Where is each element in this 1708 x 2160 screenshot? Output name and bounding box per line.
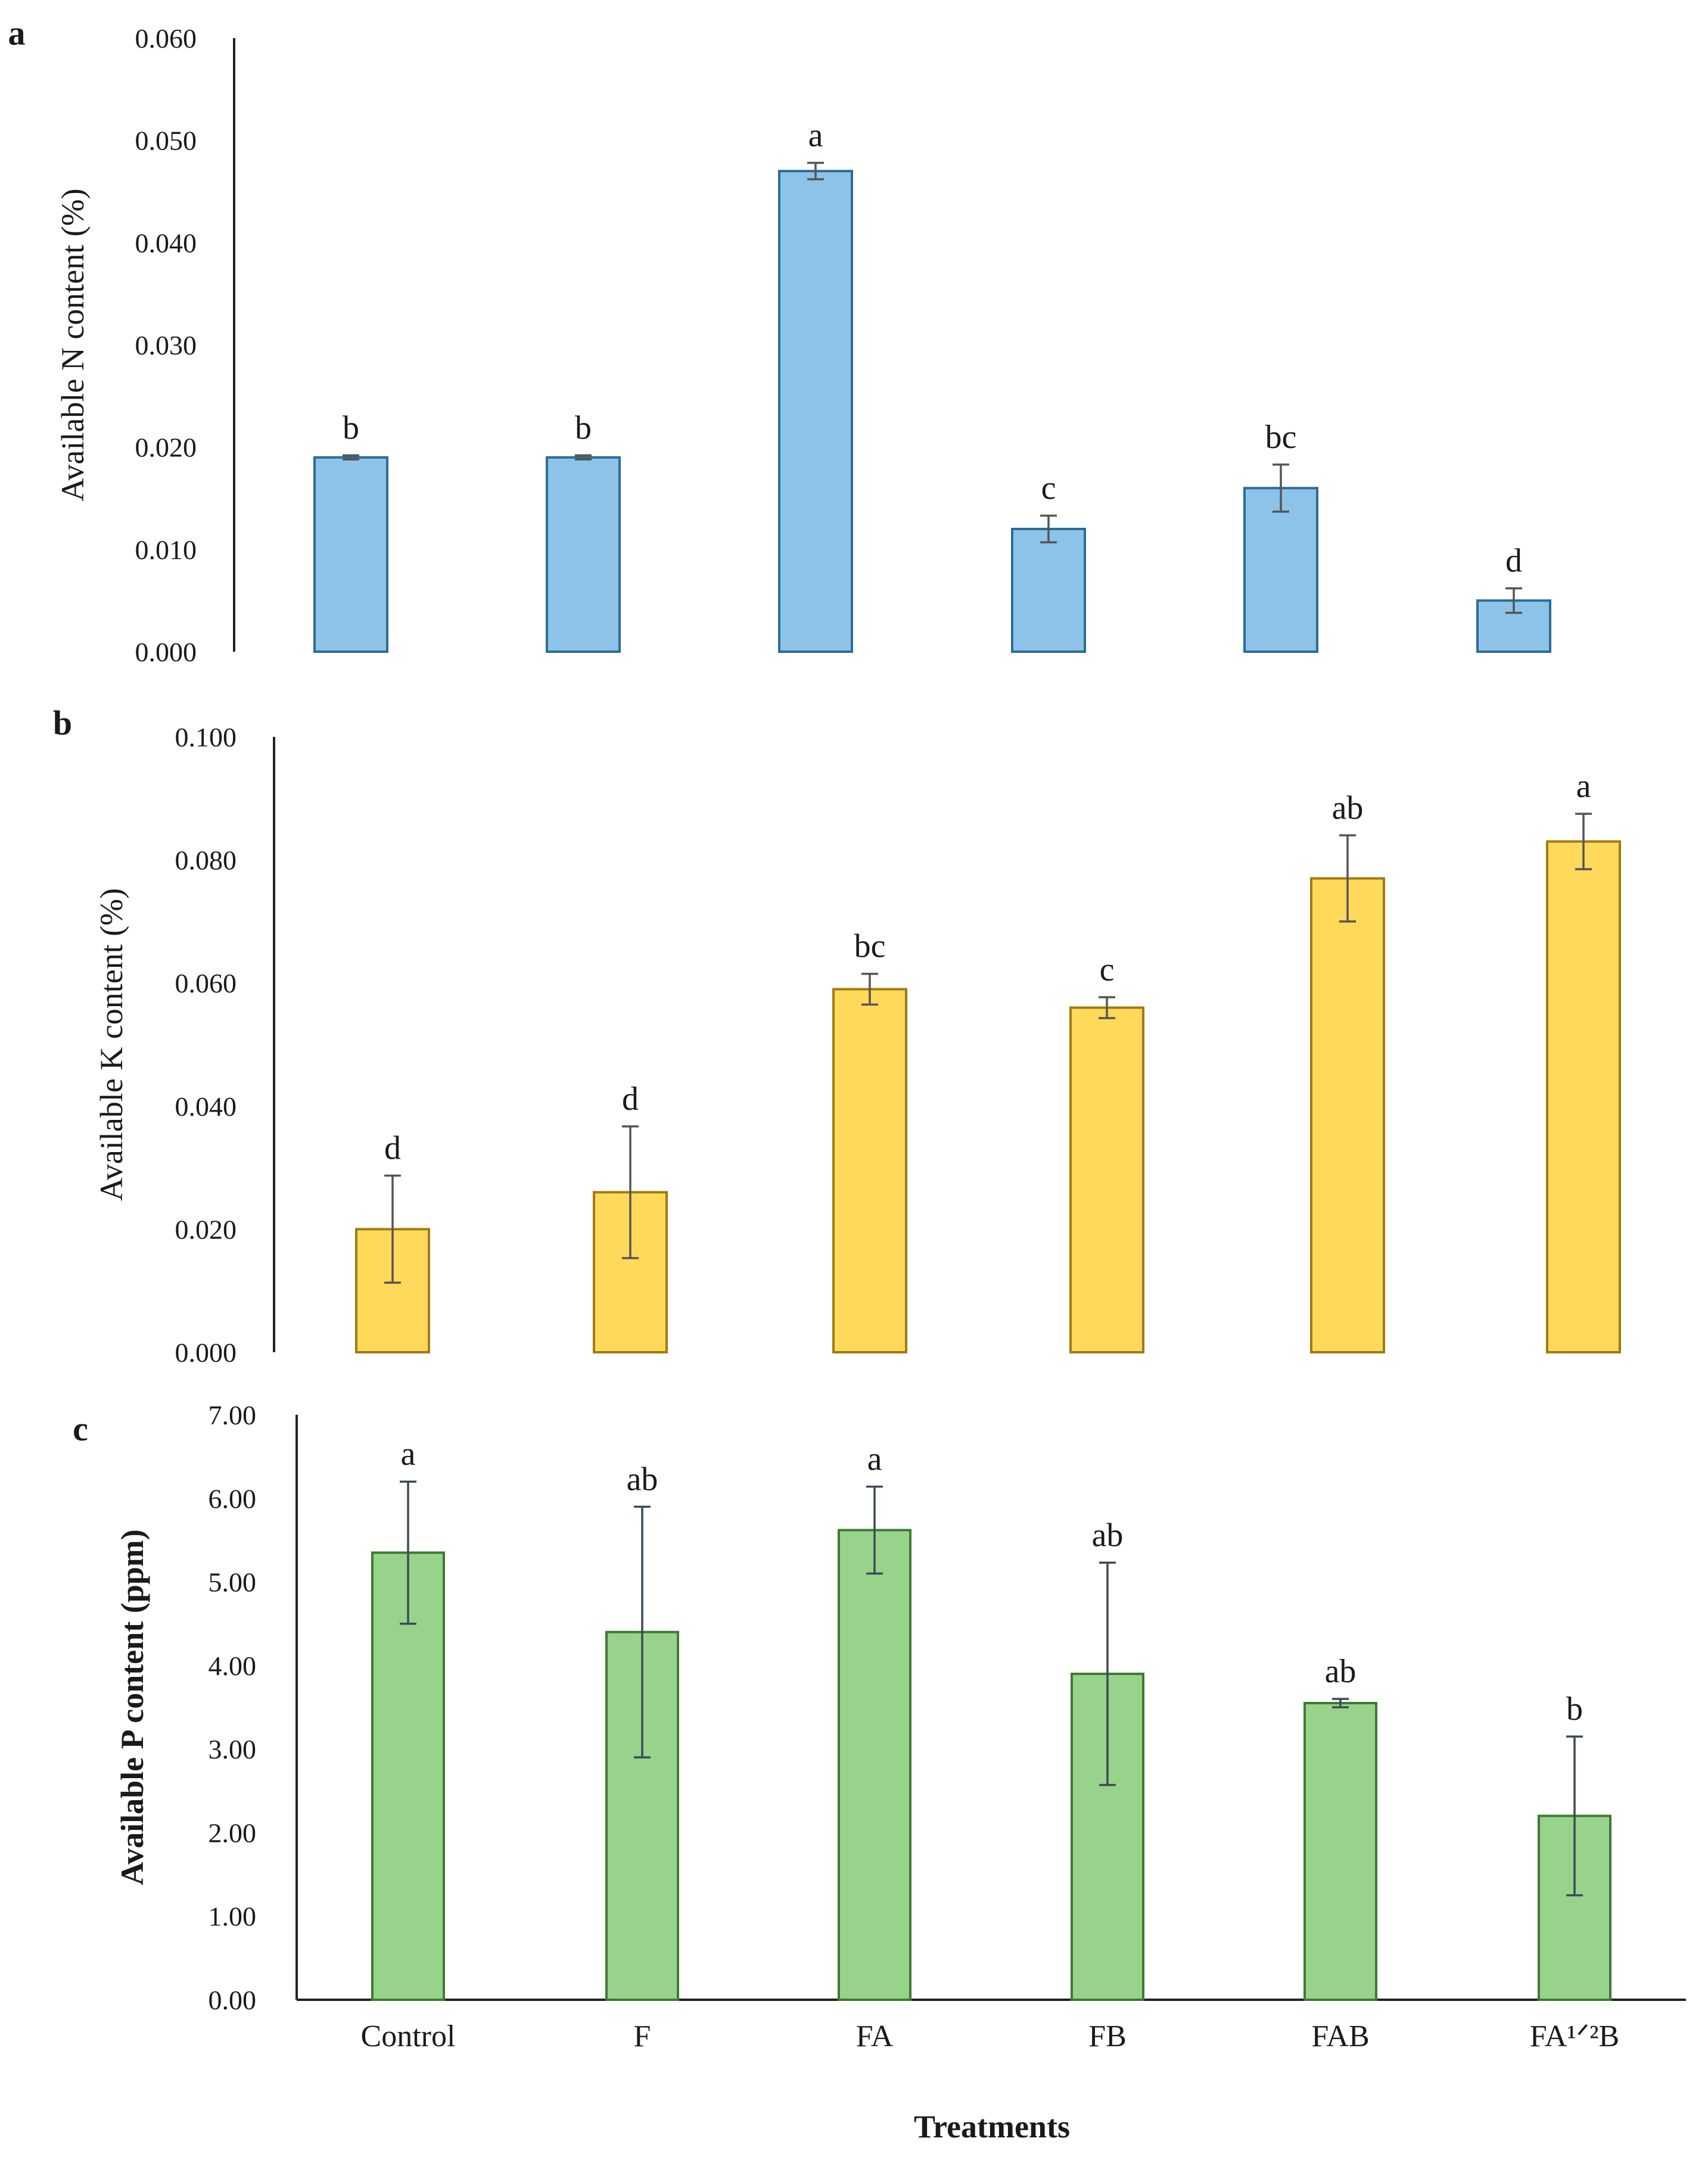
panel-b-bar	[1069, 1006, 1144, 1353]
panel-c-significance-letter: ab	[627, 1461, 658, 1498]
panel-b-bar	[832, 988, 907, 1353]
x-category-label: F	[634, 2019, 651, 2053]
panel-a-error-bar	[1040, 514, 1057, 544]
panel-b-bar	[1546, 840, 1621, 1353]
panel-a-error-bar	[1505, 587, 1522, 614]
panel-a-error-bar	[807, 161, 824, 180]
panel-b-y-axis-title: Available K content (%)	[94, 888, 129, 1201]
panel-c-error-bar	[400, 1480, 416, 1625]
panel-a-y-tick-label: 0.010	[135, 534, 197, 565]
x-category-label: FA	[856, 2019, 894, 2053]
panel-a-bar	[1243, 487, 1318, 653]
panel-b-error-bar	[384, 1174, 401, 1284]
panel-b-error-bar	[622, 1125, 639, 1259]
panel-a-error-bar	[1273, 463, 1289, 513]
panel-b-chart: b 0.000 0.020 0.040 0.060 0.080 0.100 Available…	[53, 704, 1621, 1368]
panel-c-significance-letter: a	[401, 1436, 416, 1473]
panel-b-significance-letter: d	[622, 1081, 639, 1118]
panel-b-y-tick-label: 0.040	[175, 1091, 237, 1122]
panel-c-bar	[838, 1529, 911, 2001]
panel-c-significance-letter: ab	[1092, 1517, 1124, 1554]
panel-c-significance-letter: a	[867, 1441, 882, 1478]
panel-a-bar	[778, 170, 853, 653]
panel-a-y-tick-label: 0.060	[135, 23, 197, 54]
panel-a-significance-letter: b	[343, 409, 359, 446]
panel-a-bar	[1011, 528, 1086, 653]
panel-a-y-tick-label: 0.050	[135, 126, 197, 156]
panel-a-y-tick-label: 0.040	[135, 228, 197, 258]
panel-b-y-tick-label: 0.020	[175, 1214, 237, 1244]
x-category-label: FA¹ᐟ²B	[1530, 2019, 1620, 2053]
panel-a-error-bar	[575, 454, 592, 461]
panel-c-y-tick-label: 6.00	[209, 1483, 257, 1514]
panel-c-chart: c 0.00 1.00 2.00 3.00 4.00 5.00 6.00 7.00 Availab…	[73, 1400, 1686, 2015]
panel-a-letter: a	[8, 14, 26, 52]
panel-c-y-tick-label: 7.00	[209, 1400, 257, 1430]
panel-a-bar	[546, 456, 621, 653]
panel-a-significance-letter: c	[1041, 470, 1056, 507]
panel-c-error-bar	[634, 1505, 651, 1758]
panel-b-error-bar	[1575, 813, 1592, 870]
panel-a-significance-letter: d	[1505, 543, 1522, 580]
x-axis-category-labels: Control F FA FB FAB FA¹ᐟ²B	[361, 2019, 1620, 2053]
x-category-label: Control	[361, 2019, 456, 2053]
panel-c-significance-letter: b	[1566, 1691, 1583, 1728]
panel-b-y-tick-label: 0.000	[175, 1337, 237, 1368]
panel-b-error-bar	[861, 972, 878, 1006]
panel-c-y-tick-label: 3.00	[209, 1734, 257, 1764]
panel-c-y-tick-label: 0.00	[209, 1985, 257, 2015]
panel-c-letter: c	[73, 1409, 88, 1448]
panel-a-y-tick-label: 0.000	[135, 637, 197, 667]
panel-a-significance-letter: b	[575, 409, 592, 446]
panel-a-chart: a 0.000 0.010 0.020 0.030 0.040 0.050 0.060 Avai…	[8, 14, 1551, 667]
panel-c-bar	[1303, 1701, 1377, 2001]
panel-c-error-bar	[866, 1485, 883, 1575]
panel-a-y-tick-label: 0.030	[135, 330, 197, 360]
panel-b-significance-letter: a	[1576, 768, 1591, 805]
panel-b-significance-letter: d	[384, 1130, 401, 1167]
panel-c-bar	[371, 1551, 445, 2001]
panel-c-y-tick-label: 4.00	[209, 1651, 257, 1681]
panel-c-error-bar	[1332, 1698, 1349, 1708]
panel-c-error-bar	[1099, 1561, 1116, 1786]
panel-a-significance-letter: a	[808, 117, 823, 154]
panel-a-significance-letter: bc	[1265, 419, 1297, 456]
panel-b-significance-letter: bc	[854, 928, 886, 965]
x-axis-title: Treatments	[914, 2109, 1070, 2145]
panel-b-letter: b	[53, 704, 72, 742]
panel-b-error-bar	[1339, 834, 1356, 923]
panel-b-significance-letter: ab	[1332, 789, 1364, 826]
panel-b-y-tick-label: 0.100	[175, 722, 237, 752]
panel-b-error-bar	[1099, 996, 1115, 1019]
panel-c-y-tick-label: 5.00	[209, 1567, 257, 1598]
panel-b-y-tick-label: 0.080	[175, 845, 237, 876]
panel-b-significance-letter: c	[1100, 951, 1115, 988]
panel-c-error-bar	[1566, 1735, 1583, 1897]
panel-c-significance-letter: ab	[1325, 1653, 1357, 1690]
panel-a-bar	[313, 456, 388, 653]
panel-a-error-bar	[343, 454, 359, 461]
panel-a-y-tick-label: 0.020	[135, 432, 197, 463]
panel-a-y-axis-title: Available N content (%)	[55, 188, 91, 501]
panel-c-y-tick-label: 1.00	[209, 1901, 257, 1932]
x-category-label: FAB	[1311, 2019, 1369, 2053]
panel-b-y-tick-label: 0.060	[175, 968, 237, 998]
panel-c-y-tick-label: 2.00	[209, 1817, 257, 1848]
panel-c-y-axis-title: Available P content (ppm)	[114, 1529, 150, 1885]
panel-b-bar	[1310, 877, 1385, 1353]
x-category-label: FB	[1088, 2019, 1127, 2053]
